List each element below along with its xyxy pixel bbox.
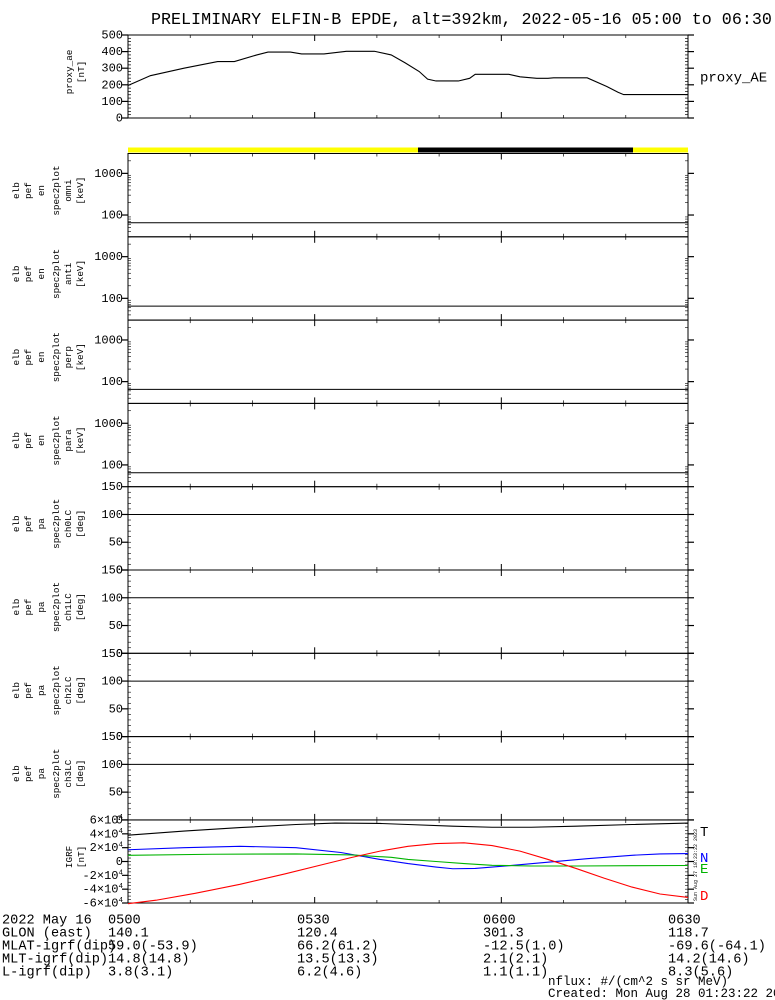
svg-text:1.1(1.1): 1.1(1.1) [483, 965, 548, 980]
svg-text:50: 50 [109, 619, 123, 633]
svg-text:Created: Mon Aug 28 01:23:22 2: Created: Mon Aug 28 01:23:22 2023 [548, 987, 775, 1000]
svg-text:300: 300 [101, 62, 123, 76]
svg-text:proxy_ae: proxy_ae [64, 50, 75, 95]
svg-text:-2×104: -2×104 [82, 869, 123, 883]
svg-text:ch2LC: ch2LC [63, 676, 74, 704]
svg-text:elb: elb [11, 599, 22, 616]
svg-text:elb: elb [11, 765, 22, 782]
svg-text:[nT]: [nT] [76, 61, 87, 83]
svg-text:[deg]: [deg] [75, 510, 86, 538]
svg-text:pef: pef [23, 599, 34, 616]
svg-text:IGRF: IGRF [64, 846, 75, 868]
svg-text:T: T [700, 825, 708, 841]
svg-text:100: 100 [101, 591, 123, 605]
svg-text:[deg]: [deg] [75, 760, 86, 788]
svg-text:100: 100 [101, 508, 123, 522]
svg-text:-4×104: -4×104 [82, 883, 123, 897]
svg-text:en: en [36, 435, 47, 446]
svg-text:150: 150 [101, 480, 123, 494]
svg-text:elb: elb [11, 682, 22, 699]
svg-text:elb: elb [11, 182, 22, 199]
svg-text:elb: elb [11, 349, 22, 366]
svg-text:elb: elb [11, 265, 22, 282]
svg-text:perp: perp [63, 346, 74, 368]
svg-text:Sun Aug 27 18:23:22 2023: Sun Aug 27 18:23:22 2023 [693, 829, 699, 901]
svg-text:1000: 1000 [94, 333, 123, 347]
svg-text:150: 150 [101, 730, 123, 744]
svg-text:[keV]: [keV] [75, 177, 86, 205]
svg-text:pa: pa [36, 518, 47, 530]
svg-text:en: en [36, 268, 47, 279]
svg-text:pa: pa [36, 768, 47, 780]
svg-text:[deg]: [deg] [75, 676, 86, 704]
svg-text:proxy_AE: proxy_AE [700, 71, 767, 87]
svg-text:500: 500 [101, 29, 123, 43]
svg-text:elb: elb [11, 432, 22, 449]
svg-text:spec2plot: spec2plot [51, 332, 62, 382]
svg-text:6×104: 6×104 [90, 814, 124, 828]
svg-text:PRELIMINARY ELFIN-B EPDE, alt=: PRELIMINARY ELFIN-B EPDE, alt=392km, 202… [151, 11, 772, 30]
svg-text:6.2(4.6): 6.2(4.6) [297, 965, 362, 980]
svg-text:100: 100 [101, 95, 123, 109]
svg-text:anti: anti [63, 262, 74, 285]
svg-text:50: 50 [109, 536, 123, 550]
svg-text:pef: pef [23, 432, 34, 449]
svg-text:200: 200 [101, 78, 123, 92]
svg-text:ch0LC: ch0LC [63, 509, 74, 537]
svg-text:pa: pa [36, 601, 47, 613]
svg-text:400: 400 [101, 45, 123, 59]
svg-text:2×104: 2×104 [90, 841, 124, 855]
svg-text:0: 0 [116, 112, 123, 126]
svg-text:[keV]: [keV] [75, 343, 86, 371]
svg-text:pa: pa [36, 684, 47, 696]
svg-text:150: 150 [101, 564, 123, 578]
svg-text:1000: 1000 [94, 250, 123, 264]
svg-text:elb: elb [11, 515, 22, 532]
svg-text:pef: pef [23, 349, 34, 366]
svg-text:spec2plot: spec2plot [51, 499, 62, 549]
svg-text:100: 100 [101, 375, 123, 389]
svg-text:ch3LC: ch3LC [63, 759, 74, 787]
svg-text:[keV]: [keV] [75, 427, 86, 455]
svg-text:E: E [700, 862, 708, 878]
svg-text:pef: pef [23, 265, 34, 282]
svg-text:pef: pef [23, 182, 34, 199]
svg-text:spec2plot: spec2plot [51, 665, 62, 715]
svg-text:-6×104: -6×104 [82, 897, 123, 911]
svg-text:pef: pef [23, 682, 34, 699]
svg-text:100: 100 [101, 209, 123, 223]
svg-text:spec2plot: spec2plot [51, 415, 62, 465]
svg-text:[deg]: [deg] [75, 593, 86, 621]
svg-text:en: en [36, 352, 47, 363]
svg-text:spec2plot: spec2plot [51, 582, 62, 632]
svg-text:pef: pef [23, 765, 34, 782]
svg-text:omni: omni [63, 179, 74, 202]
svg-text:0: 0 [116, 855, 123, 869]
svg-text:100: 100 [101, 675, 123, 689]
svg-text:pef: pef [23, 515, 34, 532]
svg-text:para: para [63, 429, 74, 452]
svg-text:3.8(3.1): 3.8(3.1) [108, 965, 173, 980]
svg-text:50: 50 [109, 702, 123, 716]
svg-text:100: 100 [101, 458, 123, 472]
svg-text:spec2plot: spec2plot [51, 165, 62, 215]
svg-text:1000: 1000 [94, 167, 123, 181]
svg-text:4×104: 4×104 [90, 827, 124, 841]
svg-text:D: D [700, 889, 708, 905]
svg-text:spec2plot: spec2plot [51, 249, 62, 299]
svg-text:50: 50 [109, 786, 123, 800]
svg-text:L-igrf(dip): L-igrf(dip) [2, 965, 92, 980]
svg-text:1000: 1000 [94, 417, 123, 431]
svg-text:[keV]: [keV] [75, 260, 86, 288]
svg-text:ch1LC: ch1LC [63, 593, 74, 621]
svg-text:en: en [36, 185, 47, 196]
svg-text:100: 100 [101, 292, 123, 306]
svg-text:100: 100 [101, 758, 123, 772]
svg-text:spec2plot: spec2plot [51, 749, 62, 799]
svg-text:[nT]: [nT] [76, 846, 87, 868]
svg-text:150: 150 [101, 647, 123, 661]
